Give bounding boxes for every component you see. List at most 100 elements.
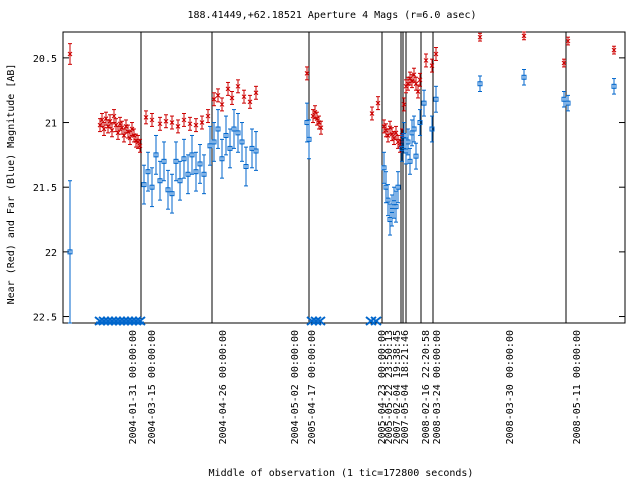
blue-point-51 (477, 75, 483, 92)
blue-point-5 (157, 160, 163, 201)
blue-point-7 (165, 169, 171, 210)
blue-point-40 (401, 122, 407, 149)
x-tick-label-10: 2008-03-24 00:00:00 (432, 330, 443, 444)
blue-point-1 (141, 164, 147, 205)
x-tick-label-11: 2008-03-30 00:00:00 (505, 330, 516, 444)
red-point-28 (181, 112, 187, 127)
x-tick-label-0: 2004-01-31 00:00:00 (128, 330, 139, 444)
x-tick-label-12: 2008-05-11 00:00:00 (572, 330, 583, 444)
y-axis-label: Near (Red) and Far (Blue) Magnitude [AB] (6, 64, 17, 305)
red-point-73 (521, 31, 527, 41)
x-tick-label-5: 2005-04-23 00:00:00 (377, 330, 388, 444)
x-tick-label-3: 2004-05-02 00:00:00 (290, 330, 301, 444)
blue-point-14 (193, 151, 199, 192)
blue-point-23 (231, 109, 237, 149)
blue-point-37 (393, 190, 399, 223)
blue-point-17 (207, 125, 213, 166)
red-point-40 (247, 94, 253, 109)
blue-point-22 (227, 128, 233, 169)
red-point-72 (477, 32, 483, 42)
blue-point-46 (413, 142, 419, 170)
red-point-4 (103, 111, 109, 126)
red-point-76 (611, 45, 617, 55)
y-tick-label-2: 21.5 (33, 183, 57, 194)
red-point-60 (401, 97, 407, 112)
x-axis-tick-labels: 2004-01-31 00:00:00 2004-03-15 00:00:00 20… (128, 330, 583, 444)
blue-point-12 (185, 154, 191, 195)
plot-frame (62, 31, 626, 324)
red-point-75 (565, 36, 571, 46)
red-point-2 (99, 112, 105, 127)
blue-point-30 (306, 119, 312, 160)
red-point-23 (149, 112, 155, 127)
red-point-11 (117, 116, 123, 131)
blue-point-38 (395, 171, 401, 204)
red-point-27 (175, 119, 181, 134)
x-tick-label-7: 2007-02-04 19:38:45 (392, 330, 403, 444)
red-point-68 (417, 72, 423, 87)
blue-point-45 (411, 115, 417, 143)
red-point-22 (143, 110, 149, 125)
x-tick-label-9: 2008-02-16 22:20:58 (421, 330, 432, 444)
blue-point-42 (405, 128, 411, 156)
y-axis-ticks: 20.5 21 21.5 22 22.5 (33, 54, 625, 324)
blue-point-31 (381, 151, 387, 184)
red-point-38 (235, 79, 241, 94)
x-tick-label-8: 2007-05-04 18:21:46 (400, 330, 411, 444)
blue-point-19 (215, 109, 221, 149)
blue-point-50 (433, 85, 439, 113)
red-point-54 (389, 127, 395, 142)
x-tick-label-1: 2004-03-15 00:00:00 (147, 330, 158, 444)
red-point-16 (127, 131, 133, 146)
blue-point-21 (223, 115, 229, 156)
red-point-67 (415, 84, 421, 99)
red-point-34 (215, 88, 221, 103)
red-point-66 (413, 76, 419, 91)
blue-point-20 (219, 138, 225, 179)
blue-point-33 (385, 184, 391, 217)
blue-point-10 (177, 160, 183, 201)
x-tick-label-2: 2004-04-26 00:00:00 (218, 330, 229, 444)
red-point-69 (423, 53, 429, 68)
red-point-41 (253, 85, 259, 100)
red-point-8 (111, 109, 117, 124)
red-point-50 (381, 119, 387, 134)
red-point-21 (137, 138, 143, 153)
blue-point-9 (173, 141, 179, 182)
bottom-observation-markers (94, 316, 382, 326)
red-point-39 (241, 89, 247, 104)
blue-point-24 (235, 112, 241, 153)
red-point-7 (109, 123, 115, 138)
blue-point-29 (304, 102, 310, 143)
red-point-20 (135, 134, 141, 149)
red-point-74 (561, 58, 567, 68)
red-point-71 (433, 47, 439, 61)
blue-point-2 (145, 151, 151, 192)
y-tick-label-4: 22.5 (33, 313, 57, 324)
red-point-70 (429, 58, 435, 73)
blue-point-36 (391, 186, 397, 219)
red-point-29 (187, 116, 193, 131)
x-tick-label-6: 2005-05-22 23:50:13 (384, 330, 395, 444)
red-point-37 (229, 90, 235, 105)
red-point-30 (193, 118, 199, 133)
red-point-48 (369, 106, 375, 121)
red-point-26 (169, 115, 175, 130)
red-point-57 (395, 134, 401, 149)
blue-point-11 (181, 138, 187, 179)
observation-markers (140, 32, 567, 323)
blue-point-49 (429, 115, 435, 143)
blue-point-28 (253, 131, 259, 171)
blue-point-48 (421, 89, 427, 117)
red-point-43 (310, 109, 316, 124)
blue-point-47 (417, 109, 423, 136)
red-point-32 (205, 109, 211, 124)
bottom-marker-14 (365, 316, 377, 326)
blue-point-3 (149, 167, 155, 208)
red-point-3 (101, 122, 107, 136)
x-tick-label-4: 2005-04-17 00:00:00 (307, 330, 318, 444)
red-point-13 (121, 128, 127, 143)
blue-point-55 (611, 78, 617, 95)
blue-point-0 (67, 180, 73, 324)
